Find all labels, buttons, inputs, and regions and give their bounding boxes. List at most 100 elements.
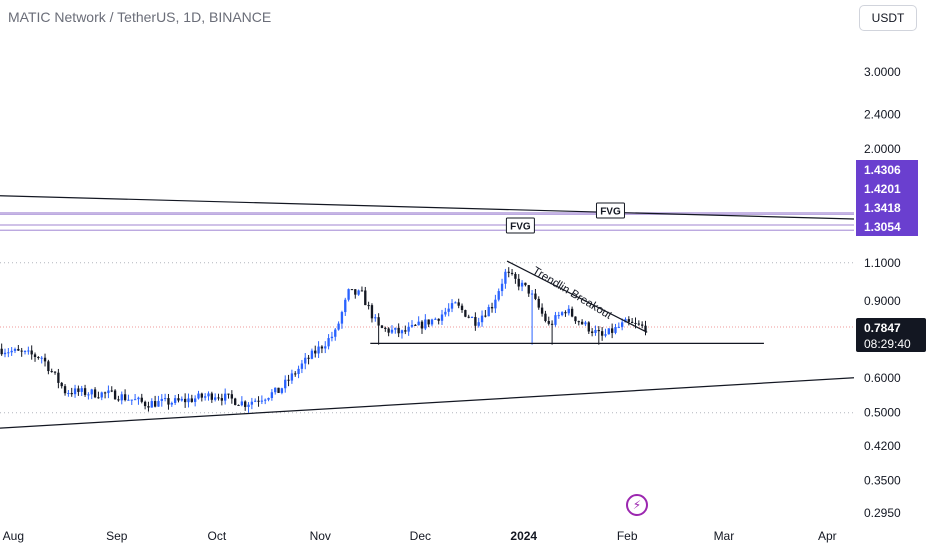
candle-body (267, 398, 270, 400)
candle-body (470, 317, 474, 319)
price-tick-label: 0.2950 (864, 506, 901, 520)
fvg-label: FVG (600, 207, 621, 218)
candle-body (13, 348, 17, 351)
time-tick-label: 2024 (510, 529, 537, 543)
candle-body (370, 305, 374, 319)
candle-body (544, 313, 547, 321)
candle-body (183, 398, 187, 403)
candle-body (277, 387, 280, 393)
descending-trendline (506, 260, 648, 333)
candle-body (33, 354, 37, 357)
candle-body (190, 398, 193, 402)
candle-body (100, 392, 103, 398)
candle-body (347, 289, 350, 300)
candle-body (564, 312, 567, 314)
currency-button[interactable]: USDT (859, 5, 917, 31)
candle-body (417, 321, 420, 326)
candle-body (270, 392, 274, 399)
candle-body (117, 399, 120, 401)
candle-body (414, 324, 417, 326)
candle-body (374, 317, 377, 319)
candle-body (407, 326, 410, 332)
candle-body (110, 390, 113, 392)
time-tick-label: Nov (310, 529, 331, 543)
candle-body (237, 404, 240, 406)
time-tick-label: Apr (818, 529, 837, 543)
candle-body (123, 394, 127, 401)
candle-body (57, 372, 60, 383)
candle-body (93, 389, 97, 398)
candle-body (507, 271, 510, 273)
time-tick-label: Sep (106, 529, 128, 543)
candle-body (457, 302, 460, 306)
candle-body (127, 399, 130, 401)
candle-body (554, 315, 557, 325)
candle-body (254, 400, 257, 402)
candle-body (604, 334, 607, 336)
candle-body (614, 327, 617, 333)
candle-body (220, 398, 224, 401)
candle-body (160, 398, 163, 401)
candle-body (367, 305, 370, 307)
candle-body (140, 397, 143, 402)
price-tick-label: 0.5000 (864, 406, 901, 420)
candle-body (203, 396, 207, 398)
candle-body (167, 398, 170, 405)
candle-body (520, 282, 524, 287)
price-tick-label: 0.6000 (864, 371, 901, 385)
candle-body (597, 329, 600, 332)
candlesticks (0, 267, 647, 413)
candle-body (137, 397, 140, 400)
level-badge-label: 1.4201 (864, 182, 901, 196)
candle-body (27, 350, 30, 352)
lightning-bolt-icon[interactable]: ⚡ (626, 494, 648, 516)
candle-body (490, 307, 494, 309)
dotted-grid-lines (0, 262, 854, 414)
candle-body (67, 392, 70, 394)
candle-body (300, 363, 304, 369)
candle-body (590, 331, 594, 333)
time-tick-label: Mar (714, 529, 735, 543)
candle-body (260, 400, 264, 402)
candle-body (460, 305, 464, 311)
price-tick-label: 2.4000 (864, 107, 901, 121)
candle-body (364, 290, 367, 306)
candle-body (163, 398, 167, 400)
fvg-label: FVG (510, 222, 531, 233)
candle-body (7, 352, 10, 354)
candle-body (384, 327, 387, 329)
candle-body (133, 399, 137, 401)
candle-body (574, 316, 577, 322)
candle-body (147, 406, 150, 408)
horizontal-levels (0, 212, 854, 231)
price-tick-label: 0.9000 (864, 294, 901, 308)
candle-body (130, 399, 133, 401)
candle-body (97, 397, 100, 399)
candle-body (344, 299, 347, 313)
candle-body (244, 401, 247, 407)
candle-body (90, 389, 93, 395)
candle-body (274, 387, 277, 393)
fvg-annotation-upper: FVG (595, 202, 625, 219)
candle-body (324, 346, 327, 349)
candle-body (157, 400, 160, 407)
candle-body (350, 289, 354, 291)
candle-body (620, 322, 624, 327)
candle-body (17, 348, 20, 351)
candle-body (287, 379, 290, 381)
candle-body (387, 328, 390, 333)
candle-body (610, 328, 614, 333)
candle-body (560, 312, 564, 316)
candle-body (10, 350, 13, 353)
candle-body (637, 323, 640, 325)
candle-body (247, 404, 250, 407)
candle-body (437, 318, 440, 321)
countdown-label: 08:29:40 (864, 337, 911, 351)
candle-body (63, 386, 67, 394)
level-badge-label: 1.3418 (864, 201, 901, 215)
candle-body (150, 401, 153, 408)
candle-body (304, 357, 307, 364)
time-tick-label: Dec (410, 529, 431, 543)
candle-body (234, 398, 237, 405)
